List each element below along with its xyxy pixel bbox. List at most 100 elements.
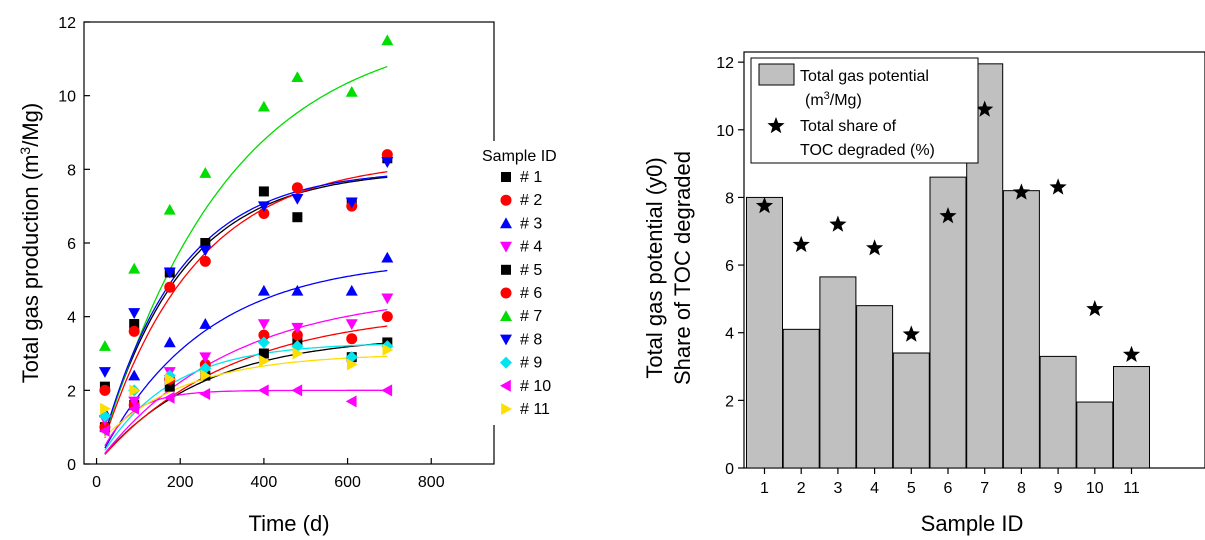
left-x-tick-label: 600 bbox=[334, 474, 361, 491]
fit-curve bbox=[104, 355, 388, 438]
data-point bbox=[259, 354, 270, 367]
data-point bbox=[382, 343, 394, 356]
left-y-tick-label: 12 bbox=[58, 15, 76, 32]
legend-marker bbox=[500, 241, 512, 253]
data-point bbox=[292, 347, 304, 360]
star-marker bbox=[866, 239, 884, 256]
legend-star-label-line2: TOC degraded (%) bbox=[800, 142, 935, 159]
data-point bbox=[346, 358, 358, 371]
right-x-tick-label: 6 bbox=[944, 480, 953, 497]
data-point bbox=[199, 388, 211, 401]
left-y-tick-label: 2 bbox=[67, 383, 76, 400]
data-point bbox=[128, 369, 141, 381]
left-x-tick-label: 800 bbox=[418, 474, 445, 491]
data-point bbox=[257, 284, 270, 296]
data-point bbox=[258, 348, 269, 359]
legend-label: # 6 bbox=[520, 285, 542, 302]
left-legend: Sample ID # 1# 2# 3# 4# 5# 6# 7# 8# 9# 1… bbox=[477, 141, 586, 425]
legend-label: # 11 bbox=[520, 401, 550, 418]
star-marker bbox=[755, 196, 774, 214]
legend-marker bbox=[501, 403, 512, 415]
fit-curve bbox=[104, 176, 388, 436]
data-point bbox=[257, 100, 270, 112]
data-point bbox=[345, 197, 358, 209]
fit-curve bbox=[104, 325, 388, 455]
bar bbox=[746, 196, 783, 469]
legend-label: # 10 bbox=[520, 378, 551, 395]
legend-star-shape bbox=[767, 117, 785, 134]
left-y-tick-label: 8 bbox=[67, 162, 76, 179]
fit-curve bbox=[104, 342, 388, 455]
data-point bbox=[291, 284, 304, 296]
bar bbox=[929, 176, 967, 469]
bar bbox=[1113, 366, 1150, 469]
data-point bbox=[199, 352, 212, 364]
data-point bbox=[257, 384, 269, 397]
right-y-ticks: 0 2 4 6 8 10 12 bbox=[716, 55, 744, 478]
data-point bbox=[345, 85, 358, 97]
legend-label: # 1 bbox=[520, 169, 542, 186]
gas-production-chart: 0 200 400 600 800 0 2 4 6 8 10 12 Time (d) Total g… bbox=[17, 15, 586, 536]
data-point bbox=[199, 167, 212, 178]
data-point bbox=[381, 251, 394, 263]
fit-curve bbox=[104, 65, 388, 436]
data-point bbox=[98, 367, 111, 378]
legend-bar-label-line2: (m3/Mg) bbox=[805, 90, 862, 109]
data-point bbox=[257, 319, 270, 331]
left-legend-title: Sample ID bbox=[482, 148, 557, 165]
left-y-tick-label: 6 bbox=[67, 236, 76, 253]
legend-bar-label-line1: Total gas potential bbox=[800, 68, 929, 85]
right-x-tick-label: 2 bbox=[797, 480, 806, 497]
data-point bbox=[163, 267, 176, 279]
legend-label: # 7 bbox=[520, 308, 542, 325]
data-point bbox=[128, 308, 141, 319]
right-y-tick-label: 0 bbox=[725, 461, 734, 478]
bar bbox=[1039, 355, 1077, 469]
fit-curve bbox=[104, 171, 388, 438]
right-x-tick-label: 3 bbox=[833, 480, 842, 497]
bar bbox=[1002, 190, 1040, 469]
data-point bbox=[291, 182, 303, 194]
legend-marker bbox=[501, 264, 511, 275]
legend-star-label-line1: Total share of bbox=[800, 118, 897, 135]
star-marker bbox=[1012, 183, 1030, 200]
right-star-markers bbox=[755, 100, 1141, 362]
legend-marker bbox=[500, 217, 512, 229]
data-point bbox=[346, 333, 358, 345]
data-point bbox=[128, 402, 140, 415]
right-y-tick-label: 4 bbox=[725, 326, 734, 343]
left-y-tick-label: 4 bbox=[67, 310, 76, 327]
star-marker bbox=[1049, 178, 1067, 195]
data-point bbox=[258, 208, 270, 220]
data-point bbox=[381, 311, 393, 323]
legend-label: # 2 bbox=[520, 192, 542, 209]
data-point bbox=[345, 319, 358, 331]
legend-label: # 4 bbox=[520, 239, 542, 256]
data-point bbox=[381, 157, 394, 168]
data-point bbox=[258, 186, 269, 197]
legend-marker bbox=[500, 356, 512, 369]
left-plot-frame bbox=[83, 21, 495, 465]
left-y-ticks: 0 2 4 6 8 10 12 bbox=[58, 15, 90, 474]
data-point bbox=[129, 319, 140, 330]
legend-star-icon bbox=[767, 117, 785, 134]
left-y-tick-label: 10 bbox=[58, 89, 76, 106]
right-x-axis-label: Sample ID bbox=[921, 511, 1024, 536]
data-point bbox=[164, 373, 176, 386]
star-marker bbox=[1086, 300, 1104, 317]
data-point bbox=[200, 369, 212, 382]
right-x-tick-label: 8 bbox=[1017, 480, 1026, 497]
bar bbox=[892, 352, 930, 469]
left-x-ticks: 0 200 400 600 800 bbox=[92, 458, 445, 491]
data-point bbox=[129, 384, 141, 397]
legend-marker bbox=[500, 310, 512, 321]
data-point bbox=[128, 396, 141, 408]
legend-marker bbox=[500, 287, 512, 299]
right-y-tick-label: 6 bbox=[725, 258, 734, 275]
data-point bbox=[291, 384, 303, 397]
right-x-tick-label: 11 bbox=[1123, 480, 1140, 497]
fit-curve bbox=[104, 269, 388, 449]
data-point bbox=[345, 284, 358, 296]
star-marker bbox=[829, 215, 847, 232]
legend-marker bbox=[500, 379, 511, 392]
